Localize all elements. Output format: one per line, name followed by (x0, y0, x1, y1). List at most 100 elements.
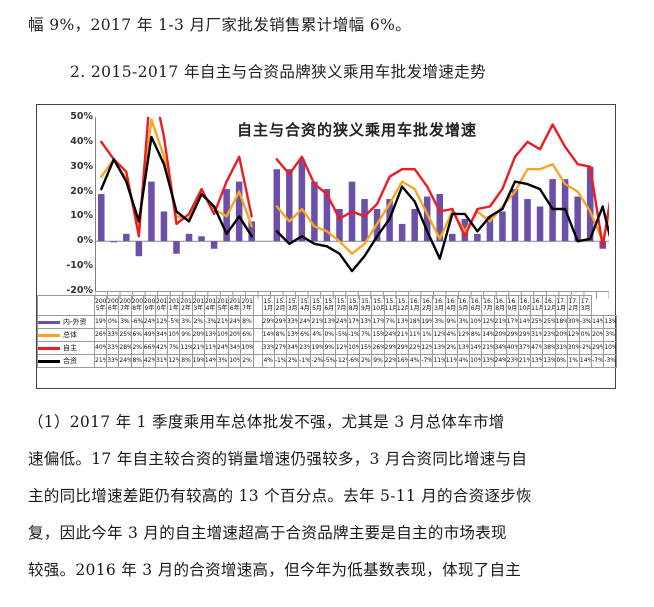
table-col-header: 15. 7月 (334, 295, 349, 316)
table-col-header: 201 4年 (203, 295, 218, 316)
bar-inner-outer (436, 194, 444, 242)
table-cell: 3% (216, 354, 230, 368)
table-cell: 49% (142, 328, 157, 342)
table-cell: -1% (347, 328, 361, 342)
table-cell: -6% (130, 315, 144, 329)
table-cell: 11% (408, 328, 422, 342)
table-cell: -5% (334, 328, 349, 342)
table-cell: 0% (106, 315, 120, 329)
table-cell: 12% (334, 341, 349, 355)
table-col-header: 200 6年 (106, 295, 120, 316)
table-cell: 4% (310, 328, 324, 342)
table-cell: 34% (228, 341, 242, 355)
table-cell: 7% (383, 315, 397, 329)
table-cell: 34% (493, 341, 507, 355)
table-col-header: 201 2年 (179, 295, 193, 316)
table-cell: 3% (432, 315, 446, 329)
table-cell: 19% (191, 354, 205, 368)
bar-inner-outer (160, 211, 168, 242)
table-cell: 22% (383, 354, 397, 368)
table-cell: 17% (371, 315, 385, 329)
table-col-header: 16. 3月 (432, 295, 446, 316)
table-cell: 12% (155, 315, 169, 329)
table-cell: -3% (203, 315, 218, 329)
legend-label: 内-外资 (63, 317, 87, 326)
table-cell: 10% (216, 328, 230, 342)
bar-inner-outer (549, 179, 556, 242)
y-axis-tick-label: 40% (70, 135, 93, 147)
table-col-header: 201 3年 (191, 295, 205, 316)
table-cell: 13% (530, 354, 544, 368)
bar-inner-outer (286, 169, 293, 242)
bar-inner-outer (123, 233, 130, 242)
table-col-header: 15. 3月 (286, 295, 300, 316)
table-col-header: 15. 5月 (310, 295, 324, 316)
table-cell: 13% (359, 315, 373, 329)
table-cell: 6% (240, 328, 254, 342)
table-cell: 13% (481, 354, 495, 368)
table-cell: 23% (505, 354, 519, 368)
table-cell: 40% (505, 341, 519, 355)
table-cell: -6% (347, 354, 361, 368)
table-cell: 11% (432, 354, 446, 368)
table-gap-cell (252, 341, 263, 355)
table-col-header: 200 7年 (118, 295, 132, 316)
table-col-header: 201 6年 (228, 295, 242, 316)
table-cell: 21% (517, 354, 532, 368)
table-cell: 37% (517, 341, 532, 355)
table-gap-cell (252, 295, 263, 316)
table-col-header: 15.10月 (371, 295, 385, 316)
table-cell: 20% (493, 328, 507, 342)
table-cell: 12% (420, 341, 434, 355)
table-cell: 19% (310, 341, 324, 355)
table-cell: 26% (93, 328, 108, 342)
y-axis-tick-label: -20% (66, 285, 93, 296)
table-col-header: 16. 5月 (456, 295, 471, 316)
table-cell: 0% (554, 354, 568, 368)
table-cell: 7% (167, 341, 181, 355)
table-cell: 29% (591, 341, 605, 355)
table-cell: 10% (603, 341, 617, 355)
table-col-header: 200 5年 (93, 295, 108, 316)
table-cell: 14% (481, 328, 495, 342)
legend-swatch-icon (38, 359, 60, 363)
y-axis-tick-label: 10% (70, 210, 93, 222)
table-cell: 27% (273, 341, 288, 355)
table-cell: 66% (142, 341, 157, 355)
paragraph-line: 主的同比增速差距仍有较高的 13 个百分点。去年 5-11 月的合资逐步恢 (28, 487, 532, 505)
section-heading: 2. 2015-2017 年自主与合资品牌狭义乘用车批发增速走势 (70, 63, 487, 81)
table-col-header: 15. 8月 (347, 295, 361, 316)
table-head: 200 5年 200 6年 200 7年 200 8年 200 9年 201 0年 201 1年 201 2年… (37, 295, 617, 316)
table-cell: 24% (142, 315, 157, 329)
bar-inner-outer (323, 189, 331, 242)
table-cell: 40% (93, 341, 108, 355)
table-cell: 47% (530, 341, 544, 355)
table-cell: 33% (106, 354, 120, 368)
table-cell: 29% (383, 341, 397, 355)
table-cell: 23% (542, 328, 556, 342)
table-col-header: 201 0年 (155, 295, 169, 316)
data-table-wrapper: 200 5年 200 6年 200 7年 200 8年 200 9年 201 0年 201 1年 201 2年… (37, 295, 617, 389)
table-cell: 29% (273, 315, 288, 329)
table-col-header: 16.12月 (542, 295, 556, 316)
table-cell: 11% (444, 354, 458, 368)
legend-swatch-icon (38, 333, 60, 337)
table-cell: 14% (469, 341, 483, 355)
table-row: 内-外资19%0%3%-6%24%12%-5%3%2%-3%21%24%8%29… (37, 315, 617, 329)
table-cell: 21% (310, 315, 324, 329)
table-col-header: 16. 6月 (469, 295, 483, 316)
bar-inner-outer (235, 181, 243, 242)
legend-swatch-icon (38, 320, 60, 324)
paragraph-line: （1）2017 年 1 季度乘用车总体批发不强，尤其是 3 月总体车市增 (28, 413, 505, 431)
table-cell: 2% (444, 341, 458, 355)
table-cell: 24% (228, 315, 242, 329)
table-row: 合资21%33%24%8%42%31%12%8%19%14%3%10%2%4%-… (37, 354, 617, 368)
bar-inner-outer (586, 166, 594, 242)
table-cell: 25% (542, 315, 556, 329)
table-cell: 26% (371, 341, 385, 355)
table-cell: 3% (118, 315, 132, 329)
data-table: 200 5年 200 6年 200 7年 200 8年 200 9年 201 0年 201 1年 201 2年… (37, 295, 617, 368)
bar-inner-outer (449, 233, 456, 242)
table-cell: 2% (359, 354, 373, 368)
table-cell: 13% (432, 341, 446, 355)
